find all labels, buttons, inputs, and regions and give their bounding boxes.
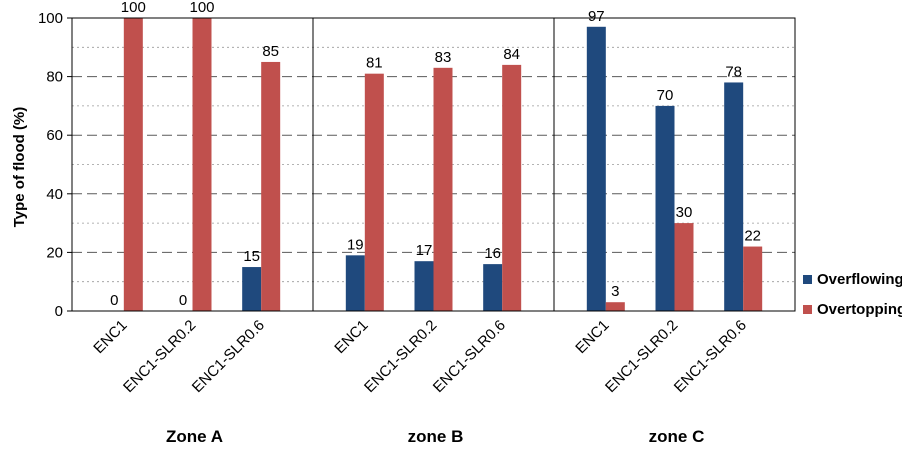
data-label: 84	[503, 46, 520, 63]
legend: Overflowing Overtopping	[803, 271, 902, 318]
data-label: 70	[657, 87, 674, 104]
overtopping-bar	[674, 223, 694, 311]
category-label: ENC1-SLR0.2	[602, 317, 681, 396]
category-label: ENC1-SLR0.2	[361, 317, 440, 396]
bars	[123, 18, 763, 312]
data-label: 15	[243, 248, 260, 265]
data-label: 16	[484, 245, 501, 262]
overflowing-bar	[586, 26, 606, 311]
data-label: 100	[189, 0, 214, 16]
y-tick-label: 100	[38, 10, 63, 27]
overflowing-bar	[345, 255, 365, 311]
overflowing-legend-swatch	[803, 275, 812, 284]
y-tick-label: 0	[55, 303, 63, 320]
legend-label: Overflowing	[817, 271, 902, 288]
overflowing-bar	[483, 264, 503, 311]
data-label: 22	[744, 228, 761, 245]
data-label: 0	[179, 292, 187, 309]
category-label: ENC1-SLR0.6	[671, 317, 750, 396]
data-label: 3	[611, 283, 619, 300]
data-label: 78	[725, 63, 742, 80]
category-label: ENC1-SLR0.6	[430, 317, 509, 396]
data-label: 17	[416, 242, 433, 259]
overtopping-legend-swatch	[803, 305, 812, 314]
group-label: zone C	[649, 427, 705, 446]
group-label: Zone A	[166, 427, 223, 446]
axes	[67, 17, 796, 312]
category-label: ENC1	[90, 317, 130, 357]
y-tick-label: 40	[46, 186, 63, 203]
data-label: 19	[347, 236, 364, 253]
overtopping-bar	[364, 73, 384, 311]
overtopping-bar	[261, 61, 281, 312]
data-label: 30	[676, 204, 693, 221]
overtopping-bar	[605, 302, 625, 311]
data-label: 0	[110, 292, 118, 309]
overtopping-bar	[502, 64, 522, 311]
overtopping-bar	[743, 246, 763, 311]
overflowing-bar	[655, 105, 675, 312]
data-label: 85	[262, 43, 279, 60]
category-label: ENC1-SLR0.6	[189, 317, 268, 396]
y-axis-title: Type of flood (%)	[11, 107, 28, 228]
category-label: ENC1	[572, 317, 612, 357]
overflowing-bar	[414, 261, 434, 311]
category-label: ENC1-SLR0.2	[120, 317, 199, 396]
group-label: zone B	[408, 427, 464, 446]
overflowing-bar	[242, 267, 262, 311]
y-tick-label: 60	[46, 127, 63, 144]
legend-label: Overtopping	[817, 301, 902, 318]
overflowing-bar	[724, 82, 744, 312]
data-label: 100	[121, 0, 146, 16]
overtopping-bar	[433, 67, 453, 311]
category-label: ENC1	[331, 317, 371, 357]
data-label: 83	[435, 49, 452, 66]
overtopping-bar	[123, 18, 143, 311]
plot-border	[71, 17, 796, 312]
overtopping-bar	[192, 18, 212, 311]
y-tick-label: 80	[46, 69, 63, 86]
data-label: 81	[366, 55, 383, 72]
y-tick-label: 20	[46, 244, 63, 261]
data-label: 97	[588, 8, 605, 25]
